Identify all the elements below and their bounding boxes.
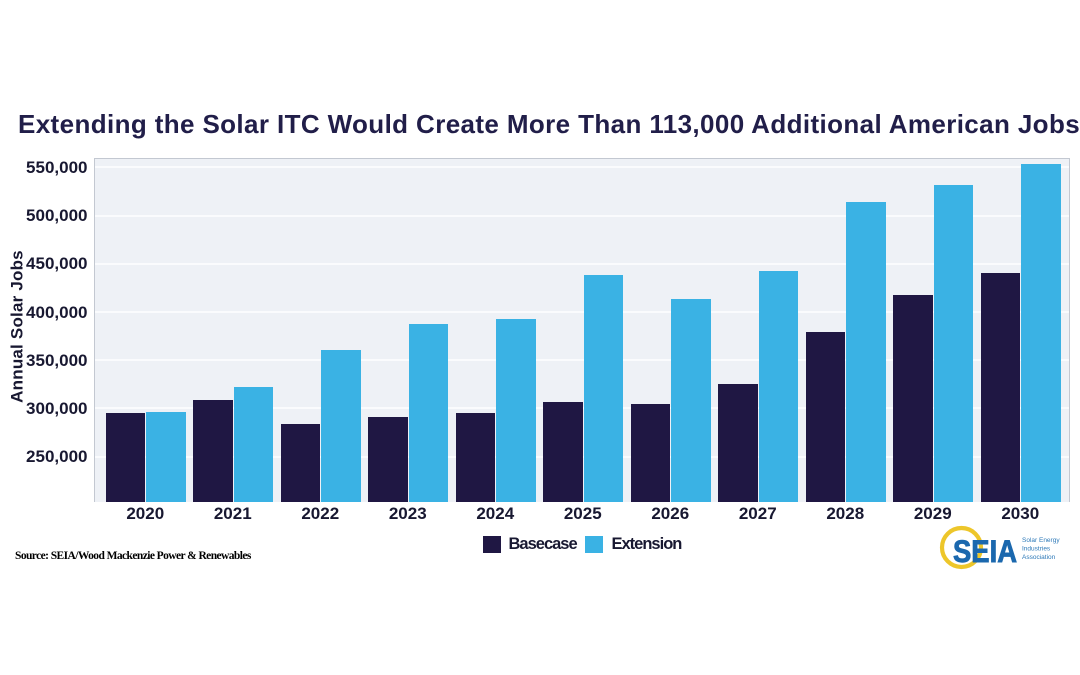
svg-text:SEIA: SEIA	[953, 533, 1017, 569]
svg-text:Association: Association	[1022, 554, 1056, 561]
svg-text:Solar Energy: Solar Energy	[1022, 537, 1060, 544]
svg-text:Industries: Industries	[1022, 546, 1051, 553]
